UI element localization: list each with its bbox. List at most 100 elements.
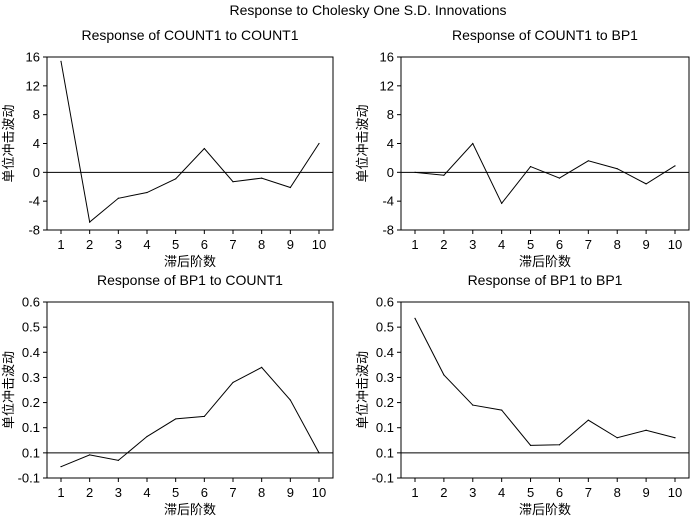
x-tick-label: 8: [614, 485, 621, 500]
plot-frame: [46, 56, 334, 231]
x-tick-label: 2: [86, 485, 93, 500]
data-point: [318, 142, 320, 145]
y-tick-label: 0.5: [376, 320, 394, 335]
x-tick-label: 5: [527, 485, 534, 500]
data-point: [289, 399, 291, 401]
x-tick-label: 6: [556, 237, 563, 252]
y-tick-label: -0.1: [18, 471, 40, 486]
x-tick-label: 8: [258, 237, 265, 252]
y-tick-label: 0.2: [376, 395, 394, 410]
x-tick-label: 1: [57, 237, 64, 252]
data-point: [529, 444, 532, 446]
data-point: [472, 142, 474, 145]
y-tick-label: 0.6: [22, 295, 40, 310]
x-tick-label: 4: [143, 237, 150, 252]
data-point: [587, 419, 589, 421]
x-axis-label: 滞后阶数: [519, 255, 571, 270]
y-tick-label: 0.1: [376, 420, 394, 435]
irf-panel-1: Response of COUNT1 to COUNT1-8-404812161…: [2, 27, 334, 270]
x-tick-label: 8: [258, 485, 265, 500]
x-tick-label: 9: [642, 485, 649, 500]
data-point: [146, 435, 148, 438]
x-tick-label: 7: [229, 237, 236, 252]
x-tick-label: 1: [411, 237, 418, 252]
data-point: [203, 415, 205, 417]
data-point: [232, 381, 234, 384]
x-tick-label: 10: [668, 485, 682, 500]
y-axis-label: 单位冲击波动: [2, 104, 17, 182]
y-tick-label: 12: [26, 78, 40, 93]
y-tick-label: 0.1: [22, 445, 40, 460]
x-tick-label: 9: [287, 485, 294, 500]
y-tick-label: 0: [33, 165, 40, 180]
x-tick-label: 2: [440, 237, 447, 252]
x-tick-label: 5: [172, 237, 179, 252]
data-point: [289, 186, 291, 189]
response-line: [414, 142, 676, 205]
y-tick-label: 0.1: [22, 420, 40, 435]
data-point: [645, 183, 647, 185]
x-tick-label: 7: [229, 485, 236, 500]
data-point: [261, 177, 263, 179]
data-point: [117, 459, 119, 461]
data-point: [261, 366, 263, 368]
figure-title: Response to Cholesky One S.D. Innovation…: [229, 2, 506, 18]
x-tick-label: 3: [115, 237, 122, 252]
y-tick-label: 0.3: [22, 370, 40, 385]
response-line: [60, 366, 320, 468]
data-point: [529, 165, 532, 168]
x-tick-label: 7: [585, 237, 592, 252]
y-tick-label: 0: [387, 165, 394, 180]
y-tick-label: 16: [26, 50, 40, 65]
x-tick-label: 5: [172, 485, 179, 500]
y-tick-label: -0.1: [372, 471, 394, 486]
x-tick-label: 4: [143, 485, 150, 500]
data-point: [203, 147, 205, 150]
panel-title: Response of COUNT1 to BP1: [452, 27, 638, 43]
data-point: [89, 454, 91, 456]
data-point: [414, 171, 416, 173]
x-tick-label: 3: [469, 237, 476, 252]
x-tick-label: 2: [86, 237, 93, 252]
response-line: [414, 318, 676, 446]
panel-title: Response of BP1 to BP1: [468, 272, 623, 288]
y-tick-label: 4: [387, 136, 394, 151]
y-tick-label: 0.4: [376, 345, 394, 360]
y-tick-label: -8: [382, 223, 394, 238]
data-point: [175, 178, 177, 180]
plot-frame: [400, 56, 690, 231]
x-tick-label: 7: [585, 485, 592, 500]
x-axis-label: 滞后阶数: [164, 503, 216, 518]
x-tick-label: 9: [642, 237, 649, 252]
x-tick-label: 8: [614, 237, 621, 252]
y-tick-label: 8: [33, 107, 40, 122]
response-line: [60, 61, 320, 224]
data-point: [318, 452, 320, 454]
x-tick-label: 6: [201, 485, 208, 500]
x-tick-label: 2: [440, 485, 447, 500]
data-point: [472, 404, 474, 406]
irf-panel-3: Response of BP1 to COUNT1 -0.1 0.1 0.1 0.2 0.…: [2, 272, 334, 518]
x-tick-label: 6: [556, 485, 563, 500]
x-tick-label: 3: [115, 485, 122, 500]
y-tick-label: 4: [33, 136, 40, 151]
data-point: [645, 429, 647, 431]
y-tick-label: 12: [380, 78, 394, 93]
plot-frame: [46, 301, 334, 479]
x-tick-label: 6: [201, 237, 208, 252]
data-point: [232, 181, 234, 183]
data-point: [587, 160, 589, 162]
data-point: [674, 165, 676, 167]
y-tick-label: 8: [387, 107, 394, 122]
x-tick-label: 9: [287, 237, 294, 252]
y-tick-label: 0.2: [22, 395, 40, 410]
y-tick-label: -4: [382, 194, 394, 209]
data-point: [443, 374, 445, 376]
data-point: [443, 174, 445, 176]
y-axis-label: 单位冲击波动: [2, 351, 17, 429]
data-point: [558, 177, 561, 179]
x-tick-label: 1: [411, 485, 418, 500]
x-tick-label: 4: [498, 485, 505, 500]
